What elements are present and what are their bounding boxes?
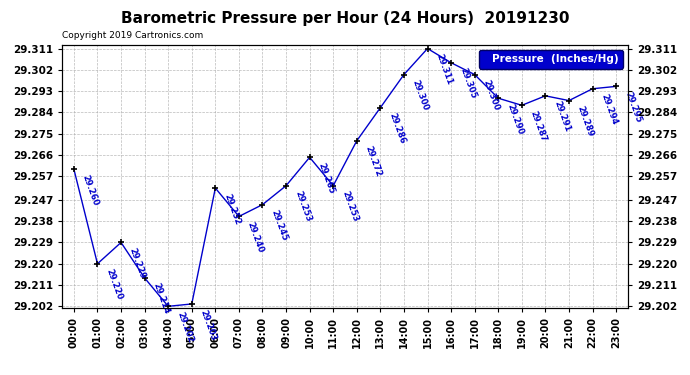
Text: 29.202: 29.202 <box>175 310 195 344</box>
Text: 29.286: 29.286 <box>387 112 407 146</box>
Text: 29.305: 29.305 <box>458 67 477 100</box>
Text: 29.229: 29.229 <box>128 247 148 280</box>
Text: 29.240: 29.240 <box>246 220 266 254</box>
Text: 29.203: 29.203 <box>199 308 218 342</box>
Text: 29.220: 29.220 <box>104 268 124 302</box>
Text: 29.311: 29.311 <box>435 53 454 86</box>
Text: 29.300: 29.300 <box>482 79 501 112</box>
Text: 29.253: 29.253 <box>293 190 313 224</box>
Text: 29.291: 29.291 <box>552 100 572 134</box>
Text: Barometric Pressure per Hour (24 Hours)  20191230: Barometric Pressure per Hour (24 Hours) … <box>121 11 569 26</box>
Text: 29.294: 29.294 <box>600 93 619 126</box>
Legend: Pressure  (Inches/Hg): Pressure (Inches/Hg) <box>480 50 622 69</box>
Text: 29.252: 29.252 <box>222 192 242 226</box>
Text: 29.260: 29.260 <box>81 173 100 207</box>
Text: 29.287: 29.287 <box>529 110 549 143</box>
Text: 29.245: 29.245 <box>269 209 289 242</box>
Text: 29.214: 29.214 <box>152 282 171 316</box>
Text: 29.265: 29.265 <box>317 162 336 195</box>
Text: 29.289: 29.289 <box>576 105 595 138</box>
Text: 29.295: 29.295 <box>623 90 642 124</box>
Text: 29.300: 29.300 <box>411 79 431 112</box>
Text: 29.290: 29.290 <box>505 102 524 136</box>
Text: 29.272: 29.272 <box>364 145 383 178</box>
Text: 29.253: 29.253 <box>340 190 359 224</box>
Text: Copyright 2019 Cartronics.com: Copyright 2019 Cartronics.com <box>62 31 204 40</box>
